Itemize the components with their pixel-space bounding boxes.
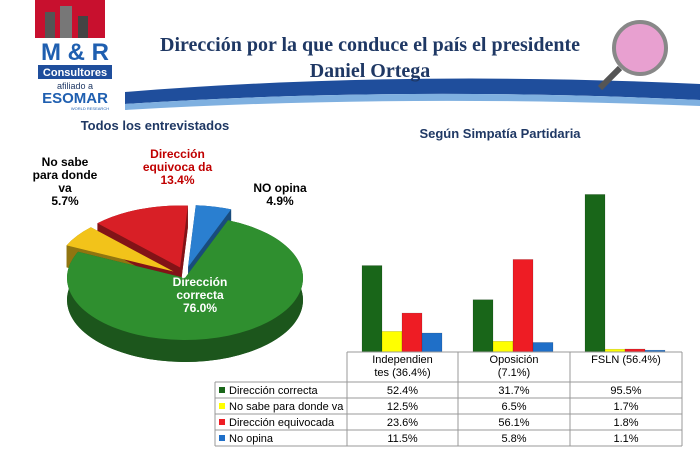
pie-value-label: 4.9% — [266, 194, 294, 208]
logo-band — [38, 65, 112, 79]
legend-label: Dirección equivocada — [229, 417, 335, 429]
pie-value-label: 76.0% — [182, 301, 218, 315]
table-value: 56.1% — [498, 417, 529, 429]
logo-graphic — [78, 16, 88, 38]
pie-value-label: 5.7% — [51, 194, 79, 208]
table-value: 1.7% — [613, 401, 638, 413]
table-value: 11.5% — [387, 433, 418, 445]
table-value: 6.5% — [501, 401, 526, 413]
bar — [492, 341, 514, 353]
logo-affiliation: afiliado a — [57, 81, 93, 91]
pie-label: NO opina 4.9% — [250, 182, 310, 208]
category-label: Oposición (7.1%) — [489, 354, 539, 379]
pie-label-name: Dirección correcta — [172, 275, 228, 302]
pie-label: No sabe para donde va 5.7% — [30, 156, 100, 208]
bar — [584, 194, 606, 353]
bar — [421, 332, 443, 353]
slide-title: Dirección por la que conduce el país el … — [160, 34, 580, 82]
pie-title: Todos los entrevistados — [81, 118, 230, 133]
table-value: 31.7% — [498, 385, 529, 397]
legend-label: No sabe para donde va — [229, 401, 344, 413]
table-value: 5.8% — [501, 433, 526, 445]
bar — [361, 265, 383, 353]
pie-value-label: 13.4% — [160, 173, 195, 187]
header-band — [125, 78, 700, 104]
logo-graphic — [45, 12, 55, 38]
bar — [472, 299, 494, 353]
logo-sub: Consultores — [43, 67, 107, 79]
pie-slice — [97, 205, 188, 268]
legend-swatch — [219, 387, 225, 393]
table-value: 23.6% — [387, 417, 418, 429]
pie-label-name: No sabe para donde va — [32, 155, 98, 195]
pie-slice — [67, 220, 303, 340]
logo-network-sub: WORLD RESEARCH — [71, 106, 109, 111]
pie-label: Dirección correcta 76.0% — [150, 276, 250, 315]
legend-label: No opina — [229, 433, 274, 445]
category-label: Independien tes (36.4%) — [372, 354, 433, 379]
category-label: FSLN (56.4%) — [591, 354, 661, 366]
pie-label: Dirección equivoca da 13.4% — [130, 148, 225, 187]
logo-graphic — [60, 6, 72, 38]
bar — [401, 312, 423, 353]
bar — [381, 331, 403, 353]
pie-slice — [188, 205, 232, 268]
legend-swatch — [219, 403, 225, 409]
table-value: 1.8% — [613, 417, 638, 429]
pie-label-name: Dirección equivoca da — [142, 147, 213, 174]
magnifier-handle — [597, 65, 623, 91]
legend-swatch — [219, 419, 225, 425]
table-value: 1.1% — [613, 433, 638, 445]
bar — [512, 259, 534, 353]
table-value: 95.5% — [610, 385, 641, 397]
table-value: 52.4% — [387, 385, 418, 397]
legend-label: Dirección correcta — [229, 385, 319, 397]
logo-name: M & R — [41, 39, 109, 66]
pie-label-name: NO opina — [253, 181, 307, 195]
bar — [532, 342, 554, 353]
pie-slice — [66, 227, 174, 272]
header-band-light — [125, 93, 700, 110]
table-value: 12.5% — [387, 401, 418, 413]
magnifier-icon — [612, 20, 668, 76]
legend-swatch — [219, 435, 225, 441]
logo-network: ESOMAR — [42, 90, 108, 107]
bar-title: Según Simpatía Partidaria — [419, 126, 581, 141]
